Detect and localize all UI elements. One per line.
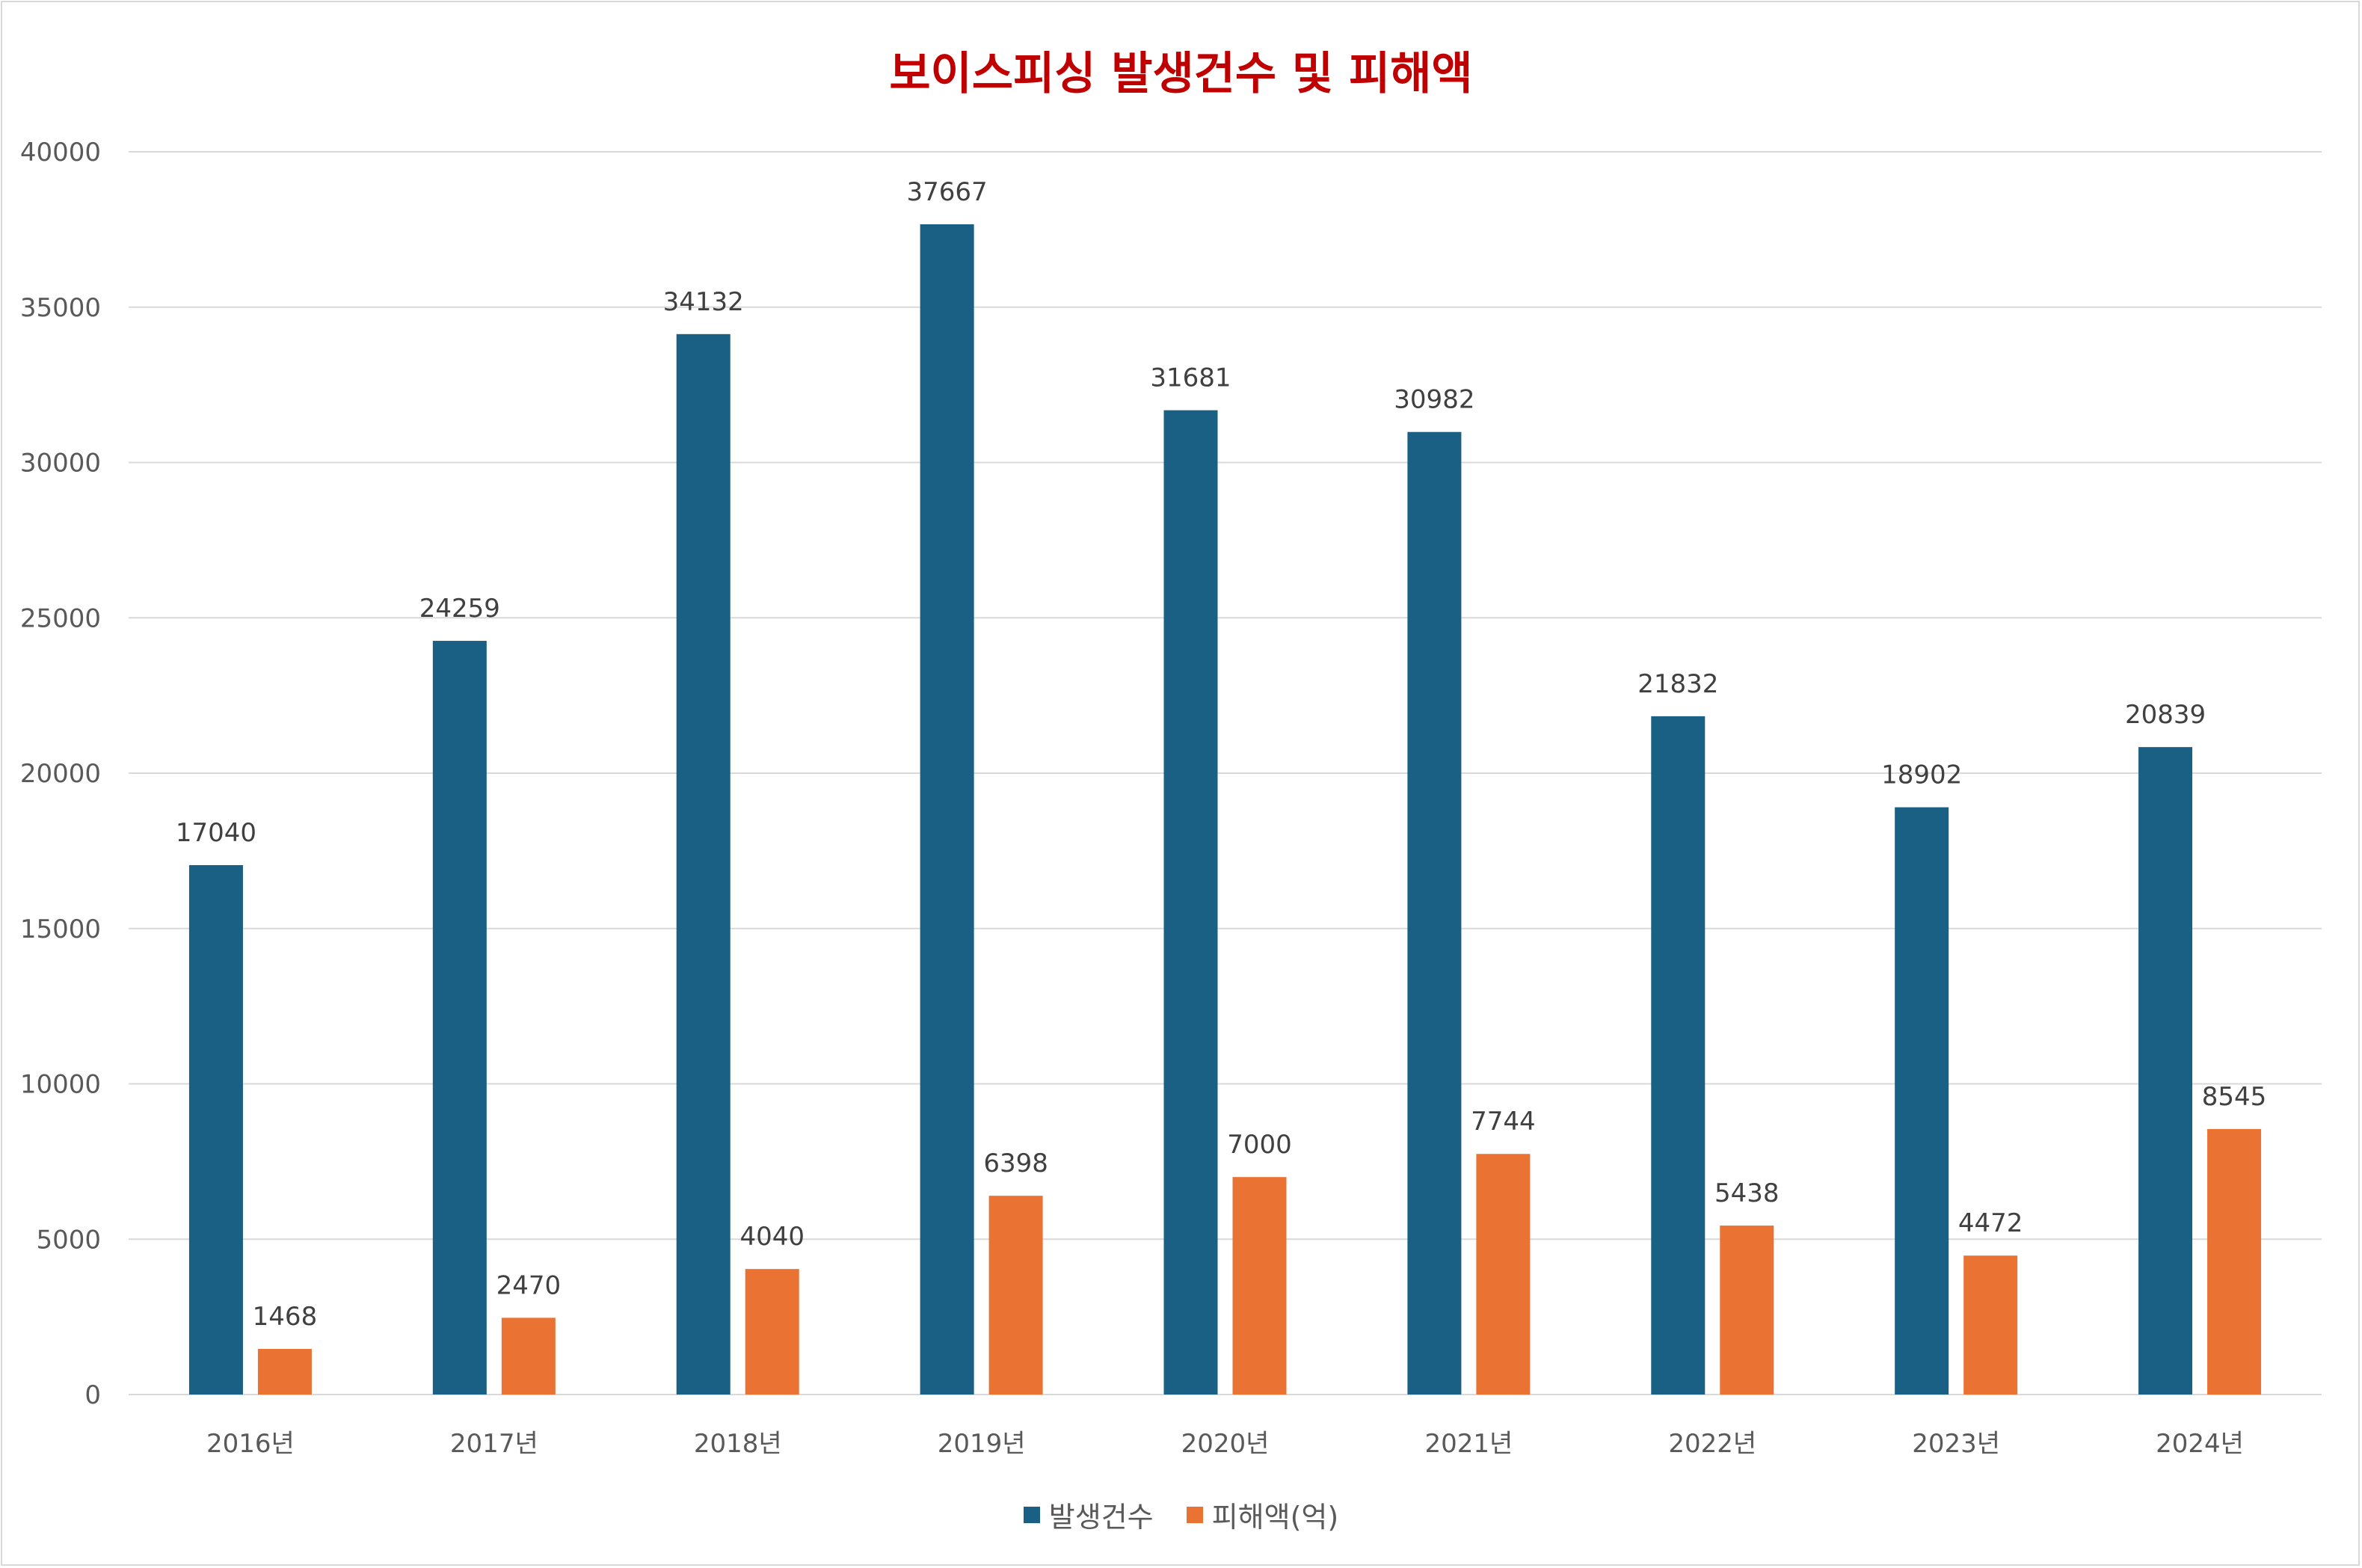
y-axis-ticks: 0 5000 10000 15000 20000 25000 30000 35000 40000 (20, 138, 101, 1410)
legend-swatch-count (1023, 1506, 1040, 1523)
data-label: 18902 (1881, 760, 1962, 790)
x-axis-ticks: 2016년 2017년 2018년 2019년 2020년 2021년 2022년 2023년… (206, 1429, 2244, 1459)
data-label: 2470 (496, 1270, 562, 1300)
x-tick-label: 2022년 (1668, 1429, 1756, 1459)
legend-item-damage: 피해액(억) (1186, 1494, 1339, 1535)
y-tick-label: 40000 (20, 138, 101, 167)
x-tick-label: 2020년 (1181, 1429, 1270, 1459)
data-label: 8545 (2202, 1082, 2267, 1112)
data-label: 34132 (663, 287, 744, 317)
data-label: 7744 (1471, 1107, 1536, 1137)
data-label: 30982 (1394, 385, 1474, 415)
data-label: 21832 (1637, 669, 1718, 699)
data-label: 5438 (1714, 1178, 1780, 1208)
bar-damage (501, 1318, 556, 1395)
legend-label-count: 발생건수 (1048, 1501, 1154, 1534)
chart-title: 보이스피싱 발생건수 및 피해액 (889, 48, 1473, 100)
data-label: 31681 (1150, 363, 1231, 393)
y-tick-label: 15000 (20, 914, 101, 944)
data-label: 24259 (419, 594, 500, 624)
bar-damage (988, 1196, 1043, 1395)
bar-count (1407, 431, 1462, 1395)
bar-damage (745, 1269, 799, 1395)
y-tick-label: 30000 (20, 449, 101, 479)
legend-label-damage: 피해액(억) (1211, 1501, 1339, 1534)
bar-count (1651, 716, 1706, 1395)
legend-swatch-damage (1186, 1506, 1203, 1523)
legend-item-count: 발생건수 (1023, 1494, 1154, 1535)
y-tick-label: 10000 (20, 1070, 101, 1100)
data-label: 37667 (907, 177, 988, 207)
bar-damage (1720, 1226, 1774, 1395)
x-tick-label: 2017년 (450, 1429, 538, 1459)
bar-count (1163, 410, 1218, 1395)
data-label: 4472 (1958, 1208, 2023, 1238)
data-labels: 17040 1468 24259 2470 34132 4040 37667 6398 3168… (176, 177, 2266, 1332)
y-tick-label: 25000 (20, 603, 101, 633)
bar-damage (1232, 1177, 1287, 1395)
legend: 발생건수 피해액(억) (0, 1494, 2362, 1535)
bar-damage (2207, 1128, 2262, 1395)
data-label: 17040 (176, 818, 256, 848)
y-tick-label: 5000 (36, 1225, 101, 1255)
x-tick-label: 2023년 (1912, 1429, 2000, 1459)
x-tick-label: 2021년 (1424, 1429, 1513, 1459)
y-tick-label: 20000 (20, 759, 101, 789)
bar-count (432, 641, 487, 1395)
x-tick-label: 2024년 (2156, 1429, 2244, 1459)
x-tick-label: 2019년 (938, 1429, 1026, 1459)
bar-damage (1476, 1154, 1531, 1395)
bar-count (1895, 807, 1949, 1395)
x-tick-label: 2016년 (206, 1429, 295, 1459)
gridlines (129, 151, 2322, 1395)
data-label: 6398 (983, 1149, 1048, 1178)
y-tick-label: 35000 (20, 293, 101, 323)
bar-count (188, 864, 243, 1395)
data-label: 20839 (2125, 700, 2206, 730)
y-tick-label: 0 (84, 1380, 101, 1410)
data-label: 7000 (1227, 1130, 1292, 1160)
data-label: 1468 (253, 1302, 318, 1332)
bar-count (676, 333, 731, 1395)
bar-count (920, 224, 974, 1395)
x-tick-label: 2018년 (694, 1429, 782, 1459)
bars (188, 224, 2262, 1395)
data-label: 4040 (739, 1222, 805, 1252)
bar-damage (1963, 1255, 2018, 1395)
bar-count (2138, 747, 2193, 1395)
bar-damage (257, 1349, 312, 1395)
